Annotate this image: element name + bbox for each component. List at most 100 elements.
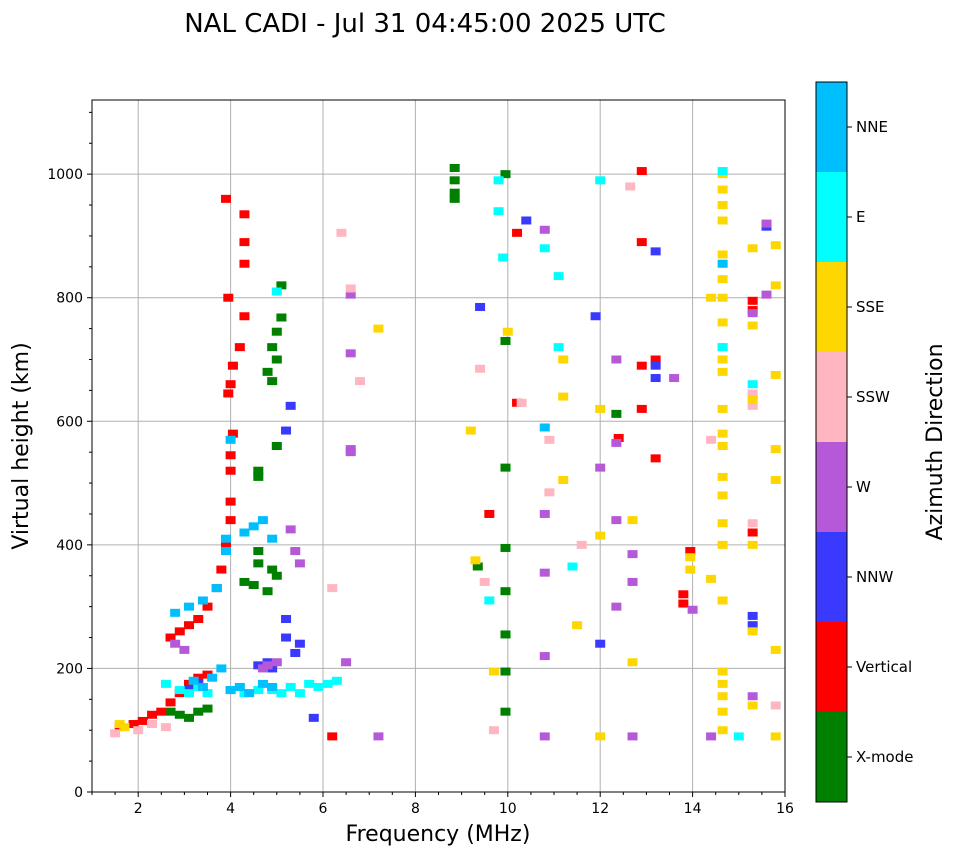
data-point-e bbox=[271, 287, 282, 296]
data-point-e bbox=[539, 244, 550, 253]
data-point-nne bbox=[197, 596, 208, 605]
data-point-nne bbox=[188, 676, 199, 685]
data-point-vertical bbox=[747, 296, 758, 305]
data-point-ssw bbox=[336, 228, 347, 237]
data-point-vertical bbox=[156, 707, 167, 716]
colorbar-label-ssw: SSW bbox=[856, 388, 890, 406]
data-point-sse bbox=[717, 596, 728, 605]
data-point-vertical bbox=[613, 433, 624, 442]
data-point-nne bbox=[225, 435, 236, 444]
data-point-nne bbox=[220, 547, 231, 556]
data-point-w bbox=[669, 374, 680, 383]
data-point-nne bbox=[225, 686, 236, 695]
data-point-sse bbox=[717, 442, 728, 450]
x-tick-label: 14 bbox=[684, 801, 702, 817]
data-point-sse bbox=[706, 293, 717, 302]
data-point-e bbox=[313, 682, 324, 691]
data-point-vertical bbox=[165, 633, 176, 642]
data-point-e bbox=[493, 207, 504, 216]
data-point-sse bbox=[685, 565, 696, 574]
x-tick-label: 10 bbox=[499, 801, 517, 817]
data-point-w bbox=[262, 661, 273, 670]
data-point-sse bbox=[770, 732, 781, 741]
data-point-sse bbox=[770, 645, 781, 654]
data-point-sse bbox=[465, 426, 476, 435]
data-point-nnw bbox=[281, 633, 292, 642]
y-axis-label: Virtual height (km) bbox=[9, 342, 34, 549]
x-tick-label: 2 bbox=[134, 801, 143, 817]
data-point-vertical bbox=[239, 312, 250, 321]
data-point-x-mode bbox=[276, 313, 287, 322]
data-point-sse bbox=[558, 475, 569, 484]
data-point-sse bbox=[717, 404, 728, 413]
colorbar: X-mode Vertical NNW W SSW SSE E NNE bbox=[815, 81, 913, 803]
data-point-nnw bbox=[294, 639, 305, 648]
data-point-sse bbox=[747, 321, 758, 330]
data-point-nnw bbox=[475, 302, 486, 311]
data-point-nne bbox=[184, 602, 195, 611]
data-point-ssw bbox=[345, 284, 356, 293]
data-point-nnw bbox=[747, 621, 758, 630]
data-point-x-mode bbox=[262, 587, 273, 596]
data-point-sse bbox=[747, 244, 758, 253]
data-point-e bbox=[717, 343, 728, 352]
data-point-sse bbox=[717, 472, 728, 481]
data-point-vertical bbox=[239, 238, 250, 247]
data-point-nne bbox=[248, 522, 259, 531]
data-point-sse bbox=[717, 355, 728, 364]
data-point-x-mode bbox=[253, 547, 264, 556]
data-point-sse bbox=[770, 445, 781, 454]
data-point-vertical bbox=[685, 547, 696, 556]
data-point-sse bbox=[717, 491, 728, 500]
data-point-vertical bbox=[216, 565, 227, 574]
data-point-vertical bbox=[225, 497, 236, 506]
data-point-sse bbox=[717, 201, 728, 210]
data-point-nne bbox=[170, 608, 181, 617]
data-point-x-mode bbox=[253, 466, 264, 475]
data-point-vertical bbox=[184, 621, 195, 630]
data-point-ssw bbox=[516, 398, 527, 407]
data-point-ssw bbox=[747, 389, 758, 398]
data-point-sse bbox=[717, 679, 728, 688]
data-point-x-mode bbox=[500, 667, 511, 676]
data-point-e bbox=[253, 686, 264, 695]
data-point-sse bbox=[717, 367, 728, 376]
data-point-vertical bbox=[225, 466, 236, 475]
data-point-x-mode bbox=[267, 377, 278, 386]
data-point-w bbox=[179, 645, 190, 654]
data-point-sse bbox=[558, 355, 569, 364]
data-point-vertical bbox=[227, 429, 238, 438]
x-tick-label: 16 bbox=[776, 801, 794, 817]
data-point-w bbox=[271, 658, 282, 667]
colorbar-label-vertical: Vertical bbox=[856, 658, 912, 676]
data-point-e bbox=[733, 732, 744, 741]
data-point-nne bbox=[211, 584, 222, 593]
data-point-e bbox=[553, 272, 564, 281]
data-point-vertical bbox=[484, 509, 495, 518]
data-point-w bbox=[761, 290, 772, 299]
colorbar-frame bbox=[815, 81, 848, 803]
data-point-sse bbox=[706, 574, 717, 583]
data-point-ssw bbox=[576, 540, 587, 549]
data-point-x-mode bbox=[202, 704, 213, 713]
data-point-nnw bbox=[747, 611, 758, 620]
data-point-x-mode bbox=[449, 163, 460, 172]
y-tick-label: 200 bbox=[56, 661, 83, 677]
data-point-w bbox=[706, 732, 717, 741]
data-point-x-mode bbox=[449, 188, 460, 197]
data-point-x-mode bbox=[500, 543, 511, 552]
data-point-e bbox=[184, 689, 195, 698]
data-point-e bbox=[285, 682, 296, 691]
data-point-nnw bbox=[590, 312, 601, 321]
data-point-w bbox=[539, 509, 550, 518]
data-point-x-mode bbox=[165, 707, 176, 716]
data-point-vertical bbox=[227, 361, 238, 370]
data-point-ssw bbox=[770, 701, 781, 710]
data-point-ssw bbox=[110, 729, 121, 738]
data-point-vertical bbox=[220, 540, 231, 549]
data-point-e bbox=[160, 679, 171, 688]
data-point-x-mode bbox=[239, 577, 250, 586]
chart-title: NAL CADI - Jul 31 04:45:00 2025 UTC bbox=[184, 9, 666, 39]
data-point-sse bbox=[717, 293, 728, 302]
